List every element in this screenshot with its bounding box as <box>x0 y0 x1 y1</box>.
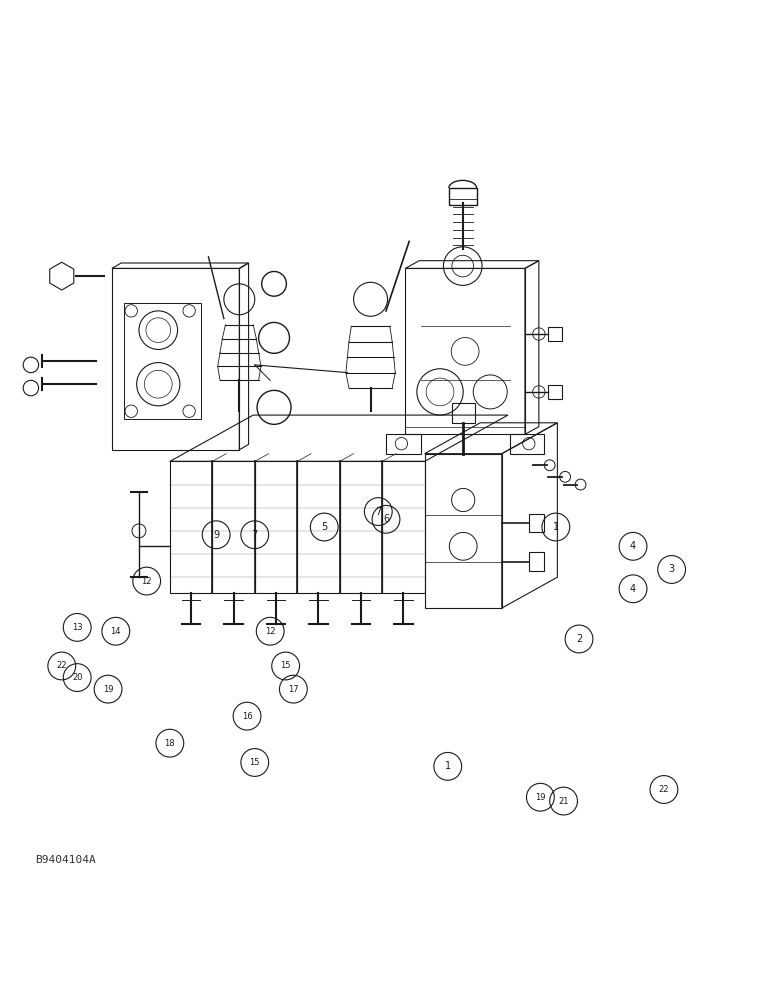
Text: 20: 20 <box>72 673 83 682</box>
Bar <box>124 303 201 419</box>
Text: 7: 7 <box>375 507 381 517</box>
Text: 4: 4 <box>630 584 636 594</box>
Text: 16: 16 <box>242 712 252 721</box>
Text: 12: 12 <box>141 577 152 586</box>
Bar <box>452 403 475 423</box>
Bar <box>548 327 562 341</box>
Text: 6: 6 <box>383 514 389 524</box>
Text: 15: 15 <box>249 758 260 767</box>
Text: 5: 5 <box>321 522 327 532</box>
Bar <box>449 188 476 205</box>
Text: 14: 14 <box>110 627 121 636</box>
Bar <box>548 385 562 399</box>
Text: 19: 19 <box>535 793 546 802</box>
Text: 1: 1 <box>445 761 451 771</box>
Text: 19: 19 <box>103 685 113 694</box>
Text: 21: 21 <box>558 797 569 806</box>
Text: 1: 1 <box>553 522 559 532</box>
Text: 17: 17 <box>288 685 299 694</box>
Text: 2: 2 <box>576 634 582 644</box>
Text: 3: 3 <box>669 564 675 574</box>
Text: 22: 22 <box>659 785 669 794</box>
Text: 12: 12 <box>265 627 276 636</box>
Text: B9404104A: B9404104A <box>35 855 96 865</box>
Text: 9: 9 <box>213 530 219 540</box>
Text: 13: 13 <box>72 623 83 632</box>
Text: 18: 18 <box>164 739 175 748</box>
Text: 15: 15 <box>280 661 291 670</box>
Text: 7: 7 <box>252 530 258 540</box>
Text: 22: 22 <box>56 661 67 670</box>
Text: 4: 4 <box>630 541 636 551</box>
